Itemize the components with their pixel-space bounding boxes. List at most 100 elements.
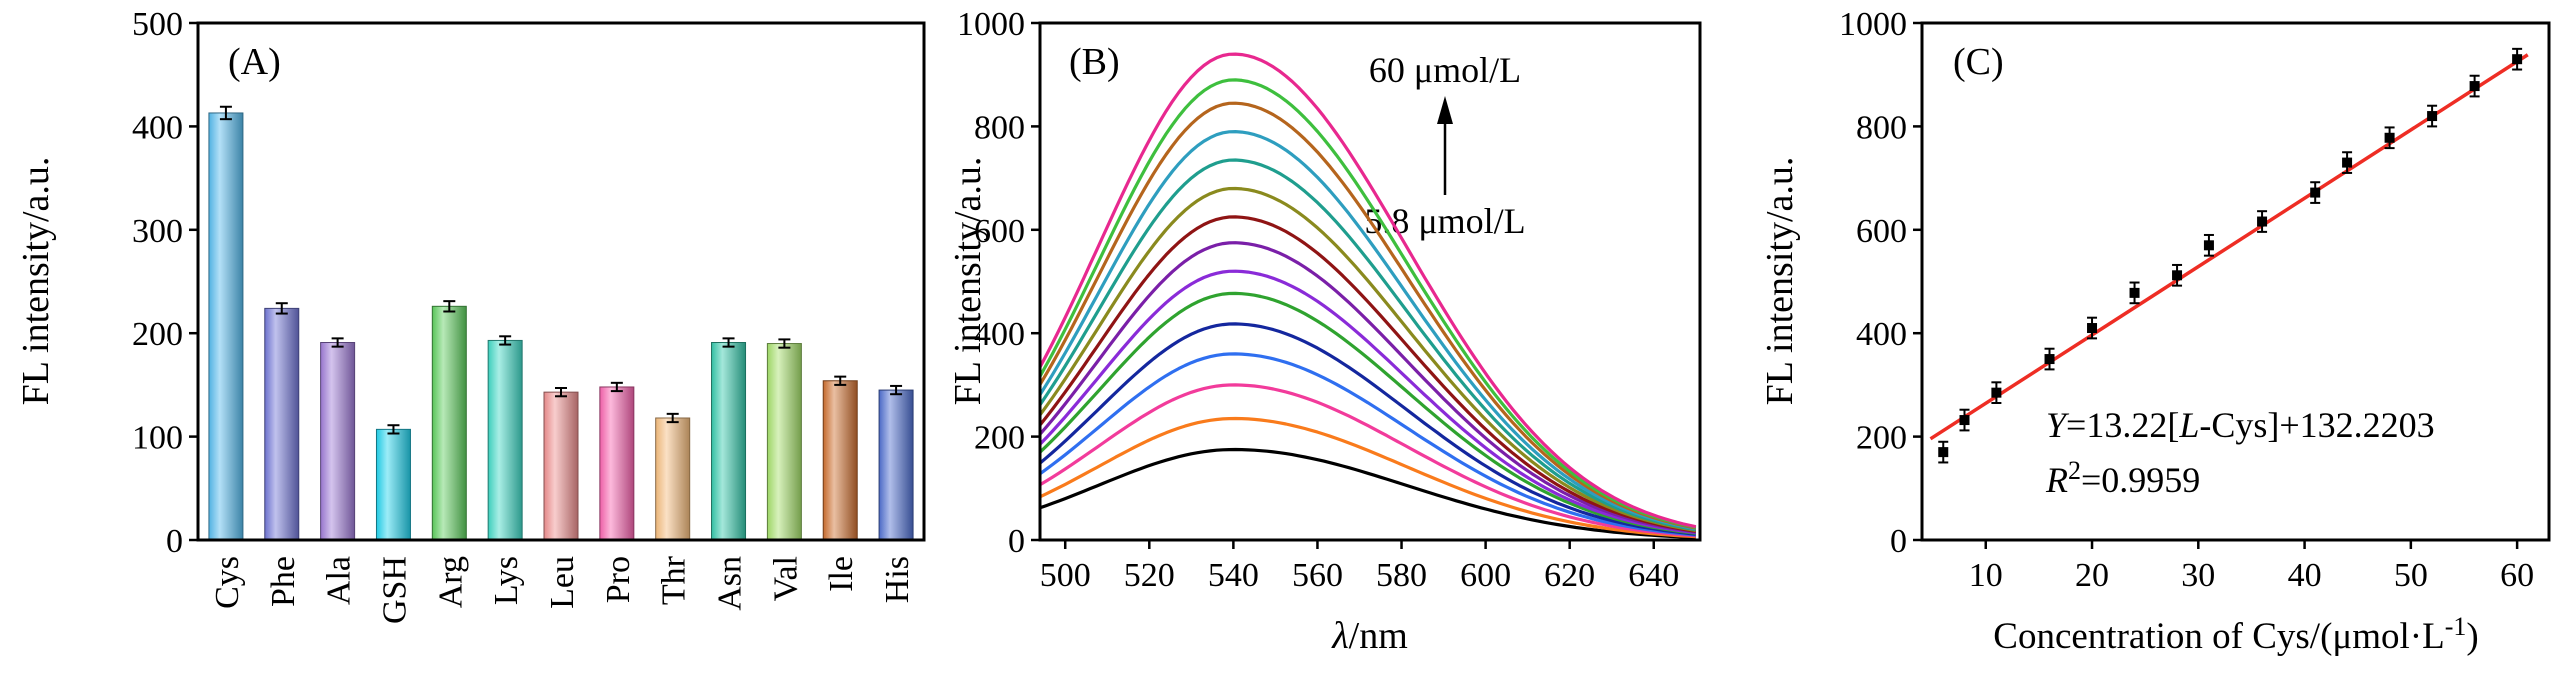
data-point <box>2087 323 2098 334</box>
bar-ile <box>822 380 858 541</box>
fit-equation: Y=13.22[L-Cys]+132.2203 <box>2046 405 2435 445</box>
x-category-label: Thr <box>656 555 693 605</box>
spectrum-curve-3 <box>1039 383 1696 538</box>
bar-ala <box>320 342 356 541</box>
y-tick-label: 400 <box>132 109 183 146</box>
panel-b-ylabel: FL intensity/a.u. <box>947 157 989 406</box>
r-value: =0.9959 <box>2081 460 2200 500</box>
x-category-label: Leu <box>544 556 581 609</box>
xlabel-close: ) <box>2466 616 2478 657</box>
y-tick-label: 100 <box>132 420 183 457</box>
x-tick-label: 560 <box>1292 557 1343 594</box>
y-tick-label: 0 <box>1890 523 1907 560</box>
spectra-chart-b: (B) FL intensity/a.u. λ/nm 60 μmol/L 5.8… <box>947 6 1702 657</box>
x-category-label: Ala <box>321 556 358 605</box>
y-tick-label: 0 <box>1008 523 1025 560</box>
equation-seg2: -Cys]+132.2203 <box>2199 405 2434 445</box>
bar-asn <box>711 342 747 541</box>
panel-a-tag: (A) <box>228 41 281 83</box>
spectrum-curve-1 <box>1039 447 1696 540</box>
x-category-label: Lys <box>488 556 525 605</box>
arrow-up-head-icon <box>1437 96 1453 124</box>
y-tick-label: 1000 <box>1839 6 1907 43</box>
x-tick-label: 40 <box>2288 557 2322 594</box>
panel-c-tag: (C) <box>1953 41 2004 83</box>
equation-l-var: L <box>2178 405 2199 445</box>
data-point <box>2257 216 2268 227</box>
xlabel-unit: /nm <box>1349 615 1408 657</box>
plot-frame <box>1920 21 2551 542</box>
plot-frame <box>196 21 926 542</box>
y-tick-label: 200 <box>974 420 1025 457</box>
y-tick-label: 1000 <box>957 6 1025 43</box>
x-tick-label: 20 <box>2075 557 2109 594</box>
y-tick-label: 200 <box>1856 420 1907 457</box>
bar-val <box>766 343 802 541</box>
bar-chart-a: (A) FL intensity/a.u. Cys Phe Ala GSH Arg Lys… <box>15 6 926 624</box>
panel-a-ylabel: FL intensity/a.u. <box>15 157 57 406</box>
x-tick-label: 60 <box>2500 557 2534 594</box>
x-tick-label: 600 <box>1460 557 1511 594</box>
x-category-label: GSH <box>376 556 413 624</box>
data-point <box>2129 287 2140 298</box>
bar-cys <box>208 112 244 541</box>
y-tick-label: 0 <box>166 523 183 560</box>
spectrum-curve-2 <box>1039 416 1696 539</box>
x-tick-label: 520 <box>1124 557 1175 594</box>
equation-y-var: Y <box>2046 405 2070 445</box>
spectrum-curve-9 <box>1038 215 1697 533</box>
x-tick-label: 500 <box>1040 557 1091 594</box>
data-point <box>2384 132 2395 143</box>
x-category-label: Asn <box>712 556 749 611</box>
data-point <box>2310 187 2321 198</box>
x-category-label: Cys <box>209 556 246 609</box>
data-point <box>2469 81 2480 92</box>
x-tick-label: 580 <box>1376 557 1427 594</box>
spectrum-curve-15 <box>1038 52 1697 529</box>
xlabel-superscript: -1 <box>2445 612 2467 641</box>
bar-lys <box>487 339 523 541</box>
bar-his <box>878 389 914 541</box>
r-superscript: 2 <box>2068 456 2081 485</box>
y-tick-label: 200 <box>132 316 183 353</box>
data-point <box>2203 240 2214 251</box>
x-tick-label: 540 <box>1208 557 1259 594</box>
panel-c-xlabel: Concentration of Cys/(μmol·L-1) <box>1993 612 2478 657</box>
spectrum-curve-14 <box>1038 78 1697 529</box>
lambda-symbol: λ <box>1331 615 1348 657</box>
r-symbol: R <box>2045 460 2068 500</box>
data-point <box>2512 54 2523 65</box>
panel-b-xlabel: λ/nm <box>1331 615 1408 657</box>
spectrum-curve-12 <box>1038 130 1697 531</box>
spectrum-curve-11 <box>1038 158 1697 532</box>
equation-seg1: =13.22[ <box>2066 405 2179 445</box>
xlabel-main: Concentration of Cys/(μmol·L <box>1993 616 2444 657</box>
bar-thr <box>655 417 691 541</box>
panel-b: (B) FL intensity/a.u. λ/nm 60 μmol/L 5.8… <box>940 0 1750 677</box>
x-tick-label: 640 <box>1628 557 1679 594</box>
bar-phe <box>264 307 300 541</box>
y-tick-label: 300 <box>132 213 183 250</box>
x-category-label: His <box>879 556 916 603</box>
x-tick-label: 620 <box>1544 557 1595 594</box>
spectrum-curve-7 <box>1038 269 1696 535</box>
bar-leu <box>543 391 579 541</box>
data-point <box>2427 111 2438 122</box>
x-category-label: Arg <box>432 556 469 608</box>
spectrum-curve-8 <box>1038 241 1697 534</box>
y-tick-label: 800 <box>974 109 1025 146</box>
panel-c: (C) FL intensity/a.u. Concentration of C… <box>1750 0 2567 677</box>
spectrum-curve-4 <box>1039 352 1696 537</box>
x-tick-label: 50 <box>2394 557 2428 594</box>
x-tick-label: 10 <box>1969 557 2003 594</box>
spectrum-curve-13 <box>1038 101 1697 530</box>
panel-a: (A) FL intensity/a.u. Cys Phe Ala GSH Arg Lys… <box>0 0 940 677</box>
x-category-label: Ile <box>823 556 860 592</box>
data-point <box>2342 157 2353 168</box>
x-tick-label: 30 <box>2181 557 2215 594</box>
data-point <box>2172 270 2183 281</box>
spectrum-curve-10 <box>1038 186 1697 532</box>
data-point <box>1991 387 2002 398</box>
plot-frame <box>1038 21 1702 542</box>
